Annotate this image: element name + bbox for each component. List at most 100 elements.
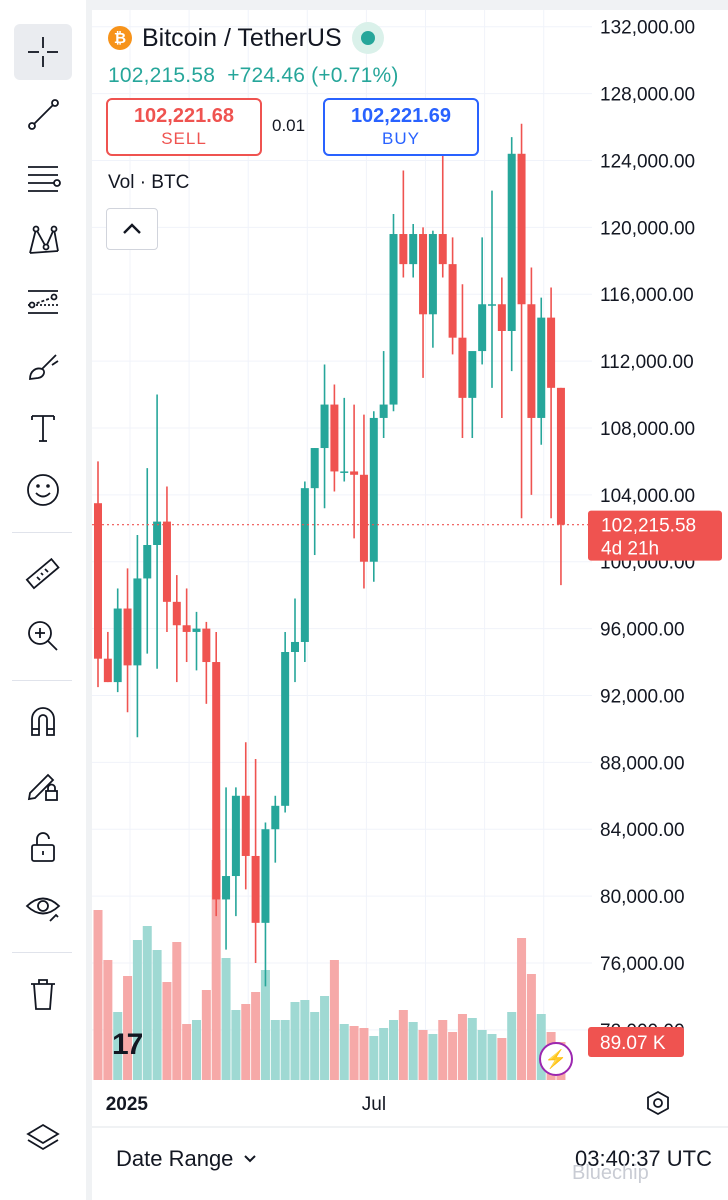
candle-body bbox=[458, 337, 467, 398]
volume-bar bbox=[418, 1030, 428, 1080]
zoom-in-icon[interactable] bbox=[14, 608, 72, 664]
candle-body bbox=[468, 351, 477, 398]
volume-bar bbox=[162, 982, 172, 1080]
candle-body bbox=[300, 488, 309, 642]
sell-label: SELL bbox=[161, 129, 207, 148]
volume-bar bbox=[389, 1020, 398, 1080]
candle-body bbox=[182, 625, 191, 632]
sell-button[interactable]: 102,221.68 SELL bbox=[106, 98, 262, 156]
volume-bar bbox=[339, 1024, 349, 1080]
volume-bar bbox=[182, 1024, 192, 1080]
candle-body bbox=[359, 474, 368, 562]
projection-icon[interactable] bbox=[14, 274, 72, 330]
ruler-icon[interactable] bbox=[14, 546, 72, 602]
layers-icon[interactable] bbox=[14, 1110, 72, 1166]
volume-bar bbox=[438, 1020, 448, 1080]
volume-bar bbox=[103, 960, 113, 1080]
candle-body bbox=[527, 304, 536, 418]
candle-body bbox=[222, 876, 231, 900]
x-tick-label: 2025 bbox=[106, 1094, 149, 1115]
candle-body bbox=[133, 578, 142, 666]
toolbar-divider bbox=[12, 532, 72, 533]
eye-icon[interactable] bbox=[14, 880, 72, 936]
lightning-icon[interactable]: ⚡ bbox=[539, 1042, 573, 1076]
date-range-button[interactable]: Date Range bbox=[116, 1146, 257, 1172]
brush-icon[interactable] bbox=[14, 338, 72, 394]
last-price: 102,215.58 bbox=[108, 64, 216, 87]
volume-bar bbox=[497, 1038, 507, 1080]
symbol-header[interactable]: ₿ Bitcoin / TetherUS bbox=[108, 22, 384, 54]
volume-bar bbox=[142, 926, 152, 1080]
volume-bar bbox=[241, 1004, 251, 1080]
y-tick-label: 108,000.00 bbox=[600, 419, 695, 440]
candle-body bbox=[478, 304, 487, 352]
lock-drawing-icon[interactable] bbox=[14, 756, 72, 812]
candle-body bbox=[231, 795, 240, 877]
bottom-toolbar: Date Range 03:40:37 UTC bbox=[92, 1128, 728, 1200]
volume-bar bbox=[536, 1014, 546, 1080]
y-tick-label: 76,000.00 bbox=[600, 954, 685, 975]
volume-bar bbox=[457, 1014, 467, 1080]
y-tick-label: 96,000.00 bbox=[600, 620, 685, 641]
volume-indicator-label[interactable]: Vol · BTC bbox=[108, 172, 190, 193]
trend-line-icon[interactable] bbox=[14, 86, 72, 142]
utc-clock[interactable]: 03:40:37 UTC bbox=[575, 1146, 712, 1171]
candle-body bbox=[271, 805, 280, 830]
trash-icon[interactable] bbox=[14, 966, 72, 1022]
buy-price: 102,221.69 bbox=[350, 105, 452, 127]
volume-bar bbox=[300, 1000, 310, 1080]
text-icon[interactable] bbox=[14, 400, 72, 456]
y-tick-label: 116,000.00 bbox=[600, 285, 694, 306]
price-chart[interactable]: 132,000.00 128,000.00 124,000.00 120,000.00… bbox=[92, 10, 728, 1126]
price-summary: 102,215.58 +724.46 (+0.71%) bbox=[108, 64, 399, 88]
toolbar-divider bbox=[12, 952, 72, 953]
volume-bar bbox=[260, 970, 270, 1080]
volume-bar bbox=[221, 958, 231, 1080]
xabcd-pattern-icon[interactable] bbox=[14, 212, 72, 268]
volume-bar bbox=[270, 1020, 280, 1080]
volume-bar bbox=[448, 1032, 458, 1080]
symbol-title: Bitcoin / TetherUS bbox=[142, 23, 342, 52]
candle-body bbox=[399, 234, 408, 265]
x-tick-label: Jul bbox=[362, 1094, 386, 1115]
candle-body bbox=[241, 795, 250, 856]
candle-body bbox=[389, 234, 398, 405]
date-range-label: Date Range bbox=[116, 1146, 234, 1171]
candle-body bbox=[291, 641, 299, 652]
volume-bar bbox=[467, 1018, 477, 1080]
magnet-icon[interactable] bbox=[14, 694, 72, 750]
candle-body bbox=[547, 317, 556, 388]
y-tick-label: 112,000.00 bbox=[600, 352, 694, 373]
volume-bar bbox=[349, 1026, 359, 1080]
volume-bar bbox=[132, 940, 142, 1080]
emoji-icon[interactable] bbox=[14, 462, 72, 518]
candle-body bbox=[497, 304, 506, 331]
candle-body bbox=[212, 662, 221, 900]
candle-body bbox=[94, 503, 102, 659]
candle-body bbox=[123, 608, 132, 666]
collapse-legend-button[interactable] bbox=[106, 208, 158, 250]
candle-body bbox=[517, 153, 526, 305]
volume-bar bbox=[201, 990, 211, 1080]
volume-bar bbox=[320, 996, 330, 1080]
unlock-icon[interactable] bbox=[14, 818, 72, 874]
candle-body bbox=[192, 628, 201, 632]
candle-body bbox=[202, 628, 211, 663]
chart-panel[interactable]: 132,000.00 128,000.00 124,000.00 120,000.00… bbox=[92, 10, 728, 1126]
y-tick-label: 132,000.00 bbox=[600, 18, 695, 39]
spread-value: 0.01 bbox=[272, 116, 306, 135]
fib-retracement-icon[interactable] bbox=[14, 150, 72, 206]
crosshair-icon[interactable] bbox=[14, 24, 72, 80]
volume-bar bbox=[211, 860, 221, 1080]
settings-hexagon-icon[interactable] bbox=[645, 1090, 671, 1116]
volume-bar bbox=[329, 960, 339, 1080]
candle-body bbox=[507, 153, 516, 331]
y-tick-label: 92,000.00 bbox=[600, 686, 685, 707]
volume-bar bbox=[507, 1012, 517, 1080]
chevron-up-icon bbox=[123, 223, 141, 234]
y-tick-label: 104,000.00 bbox=[600, 486, 695, 507]
y-tick-label: 128,000.00 bbox=[600, 85, 695, 106]
buy-button[interactable]: 102,221.69 BUY bbox=[323, 98, 479, 156]
volume-bar bbox=[280, 1020, 290, 1080]
candle-body bbox=[153, 521, 162, 545]
